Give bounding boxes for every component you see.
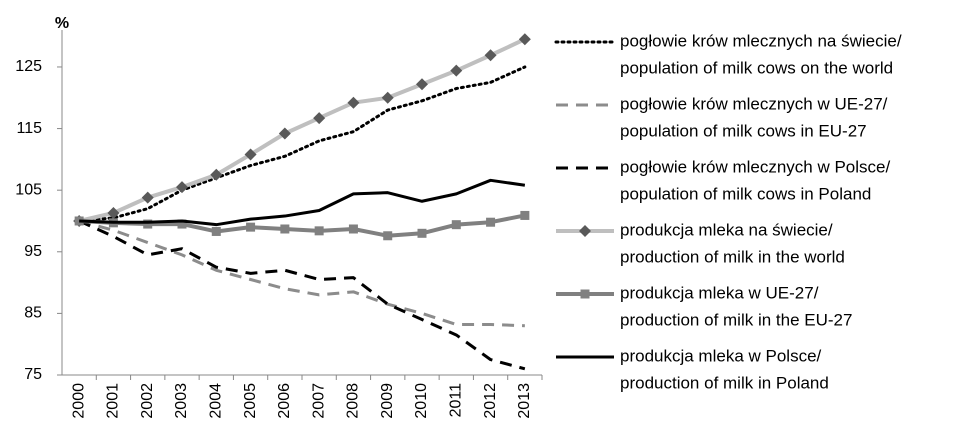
legend-label: produkcja mleka w Polsce/ bbox=[620, 346, 822, 365]
data-point bbox=[211, 226, 221, 236]
data-point bbox=[486, 217, 496, 227]
data-point bbox=[383, 231, 393, 241]
series bbox=[74, 210, 530, 241]
data-point bbox=[141, 191, 154, 204]
y-tick-label: 105 bbox=[15, 181, 42, 198]
x-tick-label: 2007 bbox=[310, 383, 327, 419]
data-point bbox=[313, 112, 326, 125]
series-line bbox=[79, 213, 526, 238]
data-point bbox=[176, 181, 188, 194]
data-point bbox=[518, 33, 531, 46]
series-line bbox=[78, 219, 526, 371]
x-tick-label: 2006 bbox=[276, 383, 293, 419]
data-point bbox=[177, 219, 187, 229]
x-tick-label: 2002 bbox=[139, 383, 156, 419]
series-line bbox=[78, 37, 526, 223]
x-tick-label: 2009 bbox=[379, 383, 396, 419]
legend-label: population of milk cows on the world bbox=[620, 58, 893, 77]
legend-label: production of milk in the EU-27 bbox=[620, 310, 852, 329]
data-point bbox=[416, 78, 428, 91]
series bbox=[73, 33, 531, 227]
legend-label: production of milk in Poland bbox=[620, 373, 829, 392]
legend-label: pogłowie krów mlecznych w UE-27/ bbox=[620, 94, 888, 113]
series bbox=[77, 65, 527, 223]
data-point bbox=[450, 64, 463, 77]
data-point bbox=[278, 127, 291, 140]
x-tick-label: 2011 bbox=[448, 383, 465, 418]
legend-label: population of milk cows in Poland bbox=[620, 184, 871, 203]
x-tick-label: 2005 bbox=[242, 383, 259, 419]
legend-label: produkcja mleka w UE-27/ bbox=[620, 283, 819, 302]
x-tick-label: 2013 bbox=[516, 383, 533, 419]
data-point bbox=[451, 220, 461, 230]
data-point bbox=[348, 224, 358, 234]
x-tick-label: 2012 bbox=[482, 383, 499, 419]
x-tick-label: 2003 bbox=[173, 383, 190, 419]
y-tick-label: 95 bbox=[24, 243, 42, 260]
x-tick-label: 2000 bbox=[70, 383, 87, 419]
x-tick-label: 2004 bbox=[208, 383, 225, 419]
data-point bbox=[246, 222, 256, 232]
y-tick-label: 125 bbox=[15, 58, 42, 75]
data-point bbox=[520, 210, 530, 220]
y-tick-label: 75 bbox=[24, 366, 42, 383]
legend-label: pogłowie krów mlecznych na świecie/ bbox=[620, 31, 902, 50]
series bbox=[78, 219, 525, 328]
x-tick-label: 2008 bbox=[345, 383, 362, 419]
series bbox=[78, 219, 526, 371]
y-unit-label: % bbox=[55, 15, 69, 32]
series-line bbox=[79, 178, 526, 227]
legend-marker bbox=[580, 289, 590, 299]
y-tick-label: 115 bbox=[16, 120, 42, 137]
data-point bbox=[280, 224, 290, 234]
legend-label: produkcja mleka na świecie/ bbox=[620, 220, 833, 239]
data-point bbox=[244, 148, 257, 161]
data-point bbox=[107, 206, 120, 219]
data-point bbox=[210, 168, 223, 181]
legend-marker bbox=[579, 225, 591, 237]
legend-label: pogłowie krów mlecznych w Polsce/ bbox=[620, 157, 890, 176]
legend-label: production of milk in the world bbox=[620, 247, 845, 266]
data-point bbox=[143, 219, 153, 229]
x-tick-label: 2001 bbox=[105, 383, 122, 419]
x-tick-label: 2010 bbox=[413, 383, 430, 419]
data-point bbox=[314, 226, 324, 236]
y-tick-label: 85 bbox=[24, 305, 42, 322]
data-point bbox=[417, 228, 427, 238]
legend-label: population of milk cows in EU-27 bbox=[620, 121, 867, 140]
data-point bbox=[484, 49, 497, 62]
data-point bbox=[347, 96, 360, 109]
series bbox=[79, 178, 526, 227]
series-line bbox=[78, 219, 525, 328]
data-point bbox=[381, 91, 394, 104]
series-line bbox=[77, 65, 527, 223]
